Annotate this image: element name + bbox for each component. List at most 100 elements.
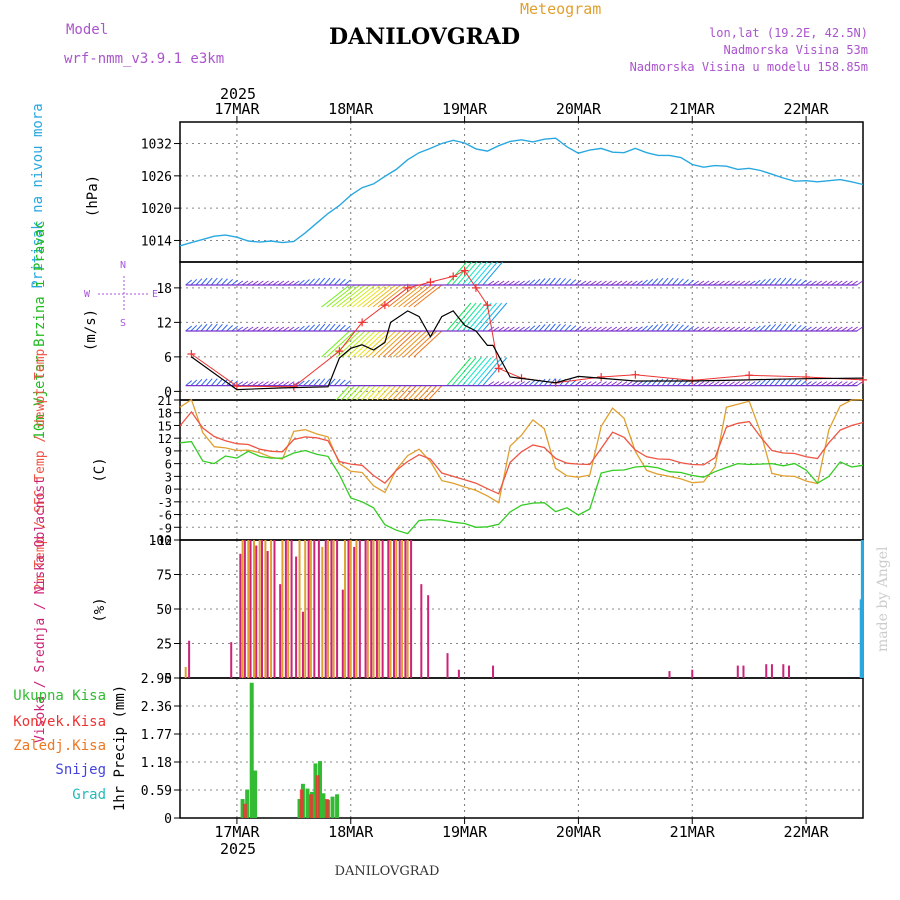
cloud-low-bar — [279, 584, 282, 678]
wind-arrow — [641, 279, 648, 286]
wind-arrow — [825, 381, 833, 387]
wind-arrow — [584, 381, 592, 387]
wind-arrow — [533, 278, 541, 286]
wind-arrow — [303, 279, 310, 286]
cloud-low-bar — [364, 540, 367, 678]
wind-arrow — [564, 278, 572, 286]
wind-arrow — [800, 279, 807, 286]
wind-arrow — [549, 277, 556, 286]
wind-arrow — [267, 381, 274, 387]
cloud-low-bar — [393, 540, 396, 678]
wind-arrow — [856, 381, 863, 387]
wind-arrow — [185, 279, 193, 286]
wind-arrow — [523, 380, 531, 387]
wind-arrow — [830, 326, 838, 332]
wind-arrow — [333, 378, 341, 386]
wind-arrow — [779, 323, 787, 332]
y-tick-label: -6 — [158, 509, 172, 523]
wind-arrow — [205, 323, 213, 332]
wind-arrow — [825, 326, 833, 332]
wind-arrow — [323, 378, 331, 386]
wind-arrow — [446, 262, 468, 286]
y-tick-label: 0 — [164, 812, 172, 827]
wind-arrow — [241, 326, 249, 332]
wind-arrow — [820, 280, 828, 286]
wind-arrow — [718, 326, 725, 332]
gust-marker — [403, 283, 412, 292]
wind-arrow — [769, 378, 777, 386]
precip-conv-bar — [242, 803, 247, 818]
cloud-low-bar — [446, 653, 449, 678]
wind-arrow — [764, 379, 771, 386]
precip-legend: Ukupna Kisa Konvek.Kisa Zaledj.Kisa Snij… — [13, 688, 106, 803]
wind-arrow — [723, 381, 730, 387]
cloud-low-bar — [427, 595, 430, 678]
wind-arrow — [743, 381, 751, 387]
wind-arrow — [487, 326, 495, 332]
wind-arrow — [372, 330, 402, 358]
wind-arrow — [377, 330, 407, 358]
wind-arrow — [687, 325, 695, 332]
wind-arrow — [323, 323, 331, 332]
wind-arrow — [226, 325, 234, 332]
wind-arrow — [357, 284, 386, 308]
wind-arrow — [216, 277, 223, 286]
wind-arrow — [492, 326, 500, 332]
gust-marker — [631, 370, 640, 379]
wind-arrow — [518, 326, 525, 332]
wind-arrow — [341, 330, 371, 358]
wind-arrow — [408, 284, 438, 308]
cloud-low-bar — [375, 540, 378, 678]
wind-arrow — [417, 385, 432, 400]
wind-arrow — [651, 324, 659, 332]
wind-arrow — [513, 326, 520, 332]
wind-arrow — [277, 381, 285, 387]
wind-arrow — [815, 381, 823, 387]
wind-arrow — [487, 280, 495, 286]
wind-arrow — [303, 379, 310, 386]
cloud-mid-bar — [184, 666, 187, 678]
dewpoint-line — [179, 440, 864, 535]
wind-arrow — [579, 381, 587, 387]
gust-marker — [358, 318, 367, 327]
wind-arrow — [851, 280, 858, 286]
wind-arrow — [345, 385, 361, 400]
wind-arrow — [728, 381, 735, 387]
wind-arrow — [241, 381, 249, 387]
wind-arrow — [456, 357, 482, 386]
wind-arrow — [422, 385, 438, 400]
wind-arrow — [236, 381, 244, 387]
wind-arrow — [331, 284, 361, 308]
wind-arrow — [702, 326, 710, 332]
y-tick-label: 18 — [158, 407, 172, 421]
y-tick-label: 75 — [156, 569, 172, 584]
bottom-x-tick-label: 20MAR — [556, 823, 602, 841]
wind-arrow — [666, 323, 674, 332]
wind-arrow — [308, 324, 315, 332]
y-tick-label: 0 — [165, 483, 172, 497]
wind-arrow — [605, 280, 613, 286]
wind-arrow — [282, 326, 290, 332]
wind-arrow — [497, 280, 505, 286]
wind-arrow — [636, 381, 643, 387]
wind-arrow — [738, 280, 746, 286]
wind-arrow — [733, 280, 741, 286]
cloud-low-bar — [330, 540, 333, 678]
wind-arrow — [718, 280, 725, 286]
top-x-tick-label: 18MAR — [328, 100, 374, 118]
wind-arrow — [387, 284, 417, 308]
wind-arrow — [543, 323, 551, 332]
wind-arrow — [326, 284, 356, 308]
wind-arrow — [508, 280, 515, 286]
footer-title: DANILOVGRAD — [335, 864, 440, 879]
cloud-low-bar — [255, 545, 258, 678]
wind-arrow — [336, 330, 366, 358]
y-tick-label: 1020 — [141, 202, 172, 217]
wind-arrow — [318, 277, 326, 286]
wind-arrow — [543, 277, 551, 286]
wind-arrow — [366, 385, 381, 400]
wind-arrow — [513, 280, 520, 286]
wind-arrow — [350, 385, 366, 400]
bottom-year-label: 2025 — [220, 840, 256, 858]
cloud-title: Visoka / Srednja / Niska Oblacnost — [33, 477, 48, 743]
